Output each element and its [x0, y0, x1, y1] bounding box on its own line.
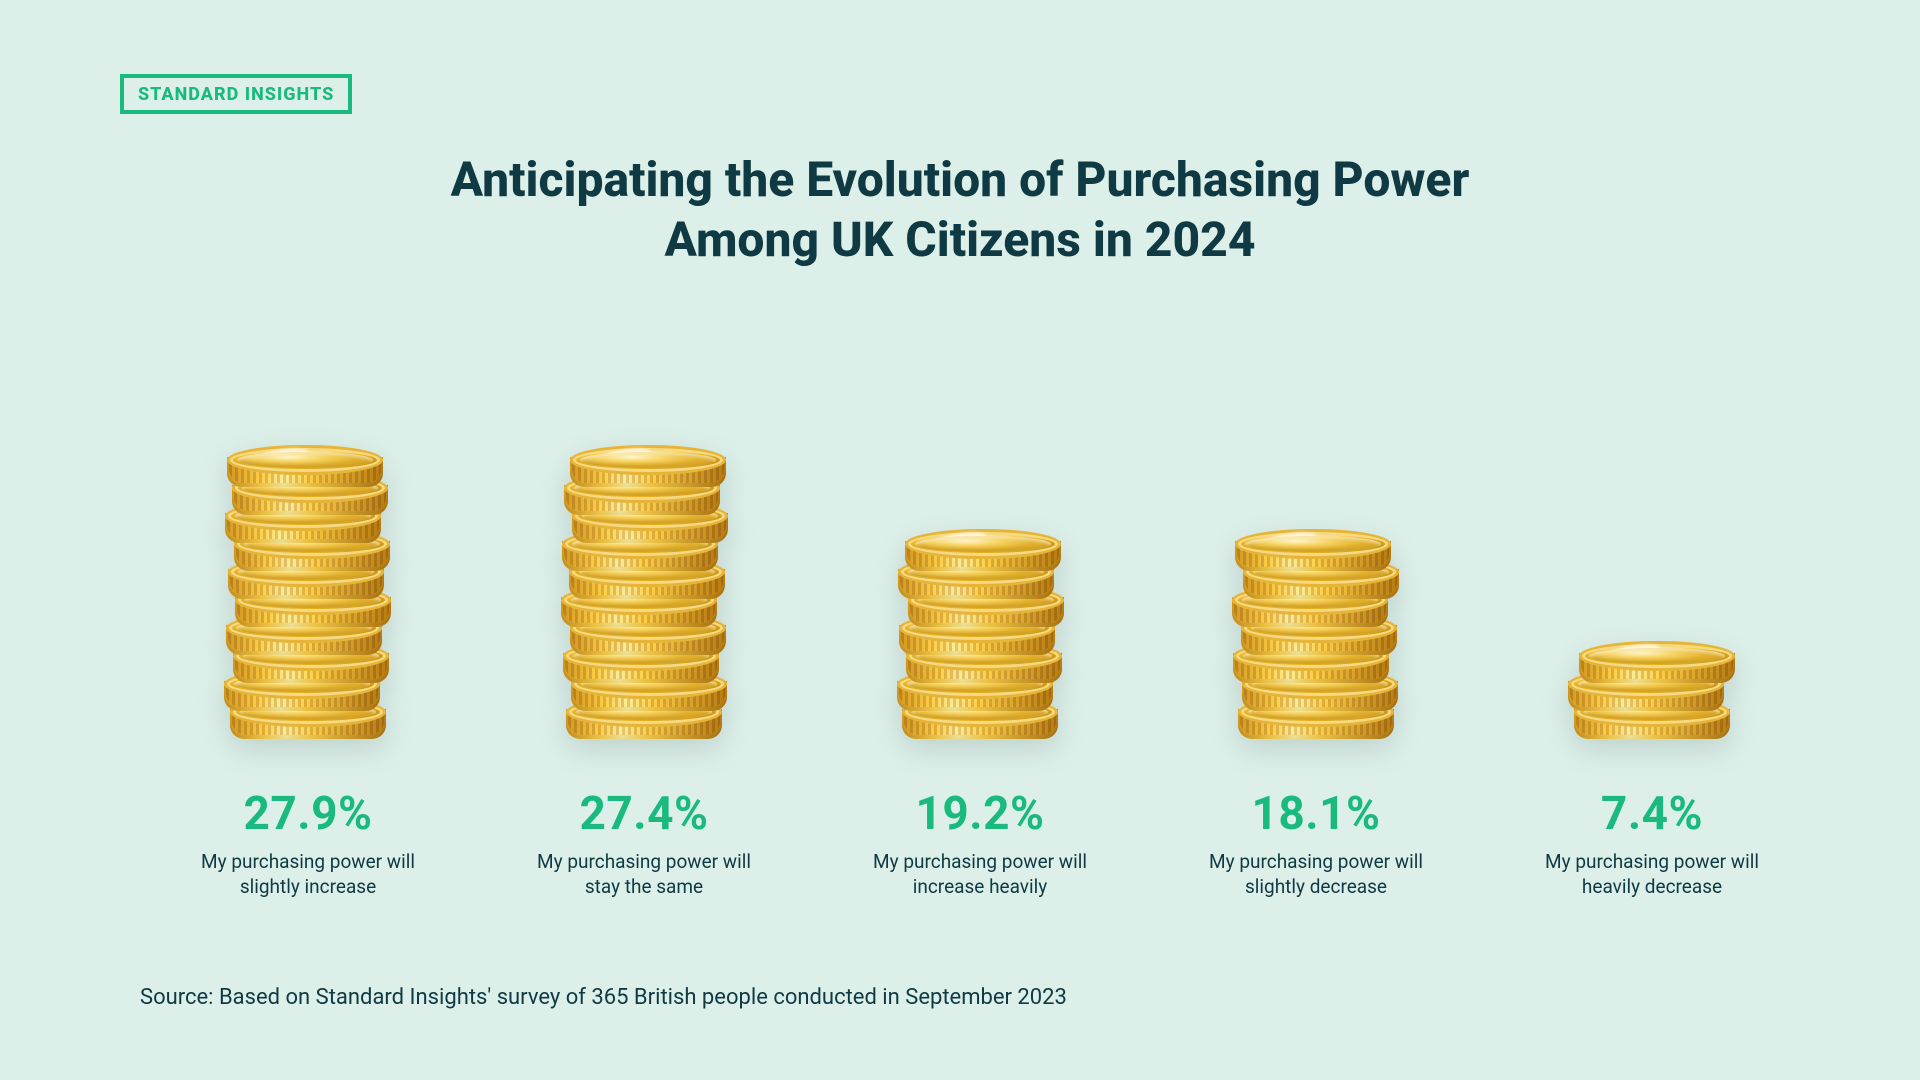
category-label: My purchasing power will increase heavil… — [860, 849, 1100, 900]
category-label: My purchasing power will stay the same — [524, 849, 764, 900]
chart-column: 27.4% My purchasing power will stay the s… — [476, 351, 812, 900]
category-label: My purchasing power will slightly decrea… — [1196, 849, 1436, 900]
percentage-value: 27.9% — [243, 787, 372, 841]
percentage-value: 18.1% — [1251, 787, 1380, 841]
page-title: Anticipating the Evolution of Purchasing… — [0, 150, 1920, 270]
coin-bar-chart: 27.9% My purchasing power will slightly i… — [140, 340, 1820, 900]
category-label: My purchasing power will heavily decreas… — [1532, 849, 1772, 900]
coin-stack — [564, 445, 724, 751]
coin-stack — [1236, 529, 1396, 751]
coin-icon — [1235, 529, 1391, 583]
coin-icon — [227, 445, 383, 499]
chart-column: 7.4% My purchasing power will heavily dec… — [1484, 351, 1820, 900]
percentage-value: 27.4% — [579, 787, 708, 841]
title-line-2: Among UK Citizens in 2024 — [664, 211, 1255, 268]
category-label: My purchasing power will slightly increa… — [188, 849, 428, 900]
brand-logo: STANDARD INSIGHTS — [120, 74, 352, 114]
percentage-value: 19.2% — [915, 787, 1044, 841]
infographic-stage: STANDARD INSIGHTS Anticipating the Evolu… — [0, 0, 1920, 1080]
coin-stack-area — [564, 351, 724, 751]
coin-stack-area — [1236, 351, 1396, 751]
coin-icon — [1579, 641, 1735, 695]
chart-column: 18.1% My purchasing power will slightly d… — [1148, 351, 1484, 900]
chart-column: 19.2% My purchasing power will increase h… — [812, 351, 1148, 900]
coin-stack-area — [1572, 351, 1732, 751]
coin-stack — [228, 445, 388, 751]
percentage-value: 7.4% — [1601, 787, 1703, 841]
source-text: Source: Based on Standard Insights' surv… — [140, 985, 1067, 1010]
coin-stack-area — [900, 351, 1060, 751]
coin-stack — [1572, 641, 1732, 751]
title-line-1: Anticipating the Evolution of Purchasing… — [451, 151, 1470, 208]
coin-icon — [570, 445, 726, 499]
coin-stack — [900, 529, 1060, 751]
chart-column: 27.9% My purchasing power will slightly i… — [140, 351, 476, 900]
brand-label: STANDARD INSIGHTS — [138, 84, 334, 105]
coin-stack-area — [228, 351, 388, 751]
coin-icon — [905, 529, 1061, 583]
